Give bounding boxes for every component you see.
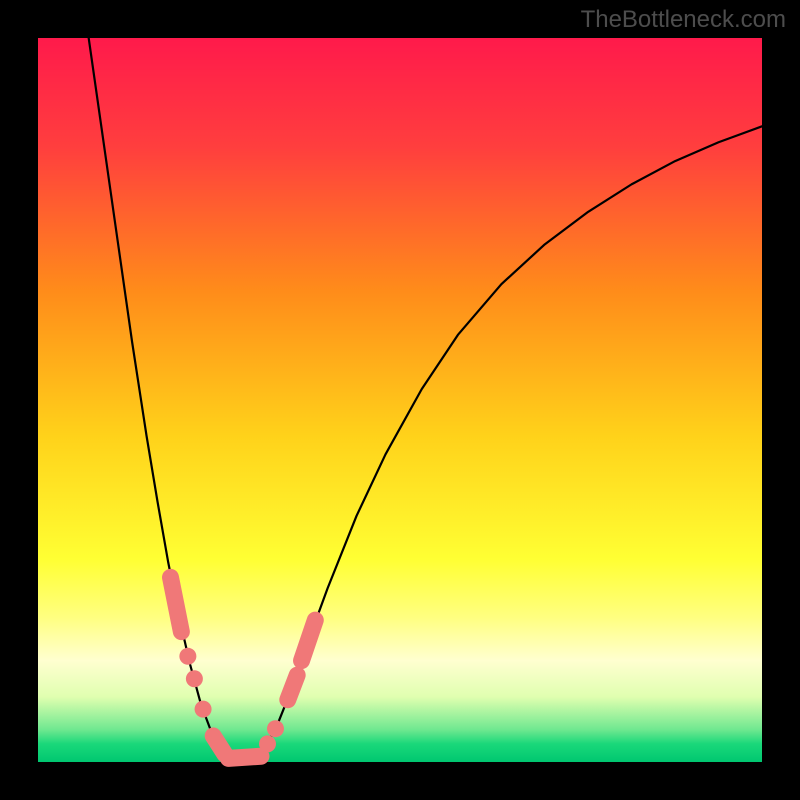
- stage: TheBottleneck.com: [0, 0, 800, 800]
- bottleneck-chart: [0, 0, 800, 800]
- marker-dot: [195, 701, 212, 718]
- plot-gradient-background: [38, 38, 762, 762]
- marker-dot: [259, 735, 276, 752]
- watermark-text: TheBottleneck.com: [581, 6, 786, 34]
- marker-dot: [186, 670, 203, 687]
- marker-dot: [179, 648, 196, 665]
- marker-dot: [267, 720, 284, 737]
- marker-capsule: [170, 577, 181, 631]
- marker-capsule: [228, 756, 261, 758]
- marker-capsule: [213, 736, 225, 754]
- marker-capsule: [288, 675, 297, 700]
